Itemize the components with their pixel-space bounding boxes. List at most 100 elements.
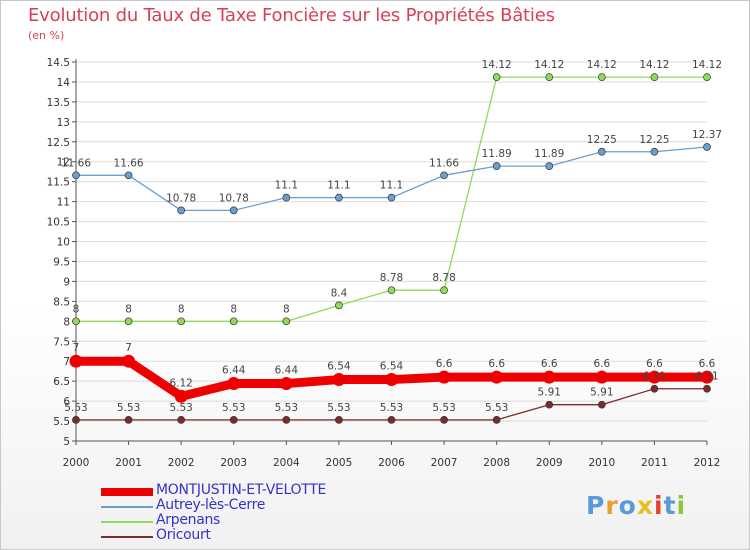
data-label: 7 [125,342,132,354]
data-point [440,416,448,424]
data-label: 6.31 [643,371,666,383]
data-point [597,400,606,409]
logo-letter: x [636,491,654,520]
y-tick-label: 6 [63,396,70,408]
data-label: 6.6 [593,358,610,370]
data-point [492,162,501,170]
data-label: 6.6 [646,358,663,370]
data-point [542,370,556,384]
data-label: 5.53 [169,402,192,414]
legend-swatch [101,506,153,508]
y-tick-label: 8.5 [53,296,70,308]
legend-label: Autrey-lès-Cerre [156,497,266,513]
x-tick-label: 2010 [588,457,615,469]
y-tick-label: 13 [57,117,70,129]
data-label: 7 [73,342,80,354]
y-tick-label: 5.5 [53,416,70,428]
legend-label: MONTJUSTIN-ET-VELOTTE [156,482,327,498]
data-point [177,317,186,326]
data-label: 8 [125,303,132,315]
data-label: 6.6 [699,358,716,370]
data-point [332,373,346,387]
data-point [650,384,659,393]
y-tick-label: 14 [57,77,71,89]
y-tick-label: 8 [63,316,70,328]
x-tick-label: 2011 [641,457,668,469]
data-point [69,354,83,368]
data-point [72,171,80,180]
y-tick-label: 9.5 [53,256,70,268]
data-point [385,373,398,387]
data-point [335,193,343,202]
data-label: 11.1 [275,180,298,192]
data-label: 8.78 [432,272,455,284]
data-label: 12.25 [639,134,669,146]
x-tick-label: 2000 [63,457,90,469]
series-group [69,73,714,424]
data-point [545,73,554,82]
logo-letter: i [676,491,687,520]
data-label: 5.53 [432,402,455,414]
data-point [387,286,396,295]
y-tick-label: 7 [63,356,70,368]
data-point [647,370,661,384]
data-label: 8.78 [380,272,403,284]
data-point [177,206,186,215]
data-point [703,143,711,151]
logo-letter: t [663,491,677,520]
data-point [124,317,133,326]
x-tick-label: 2001 [115,457,142,469]
data-point [545,162,554,170]
data-labels: 5.53 5.53 5.53 5.53 5.53 5.53 5.53 5.53 5.53 5.91… [61,59,722,414]
data-label: 6.54 [327,361,351,373]
x-tick-label: 2009 [536,457,563,469]
data-label: 5.53 [117,402,140,414]
data-label: 14.12 [639,59,669,71]
data-label: 8 [283,303,290,315]
data-point [545,400,554,409]
x-tick-label: 2008 [483,457,510,469]
data-label: 11.89 [534,148,564,160]
y-axis-ticks: 5 5.5 6 6.5 7 7.5 8 8.5 9 9.5 10 10.5 11 11.5 12 12.5 13… [47,57,76,448]
y-tick-label: 7.5 [53,336,70,348]
data-point [282,317,291,326]
data-point [122,354,136,368]
data-point [282,416,291,424]
logo-letter: o [618,491,637,520]
y-tick-label: 6.5 [53,376,70,388]
data-point [124,416,133,424]
data-point [387,416,396,424]
data-label: 5.91 [590,387,613,399]
data-label: 6.6 [488,358,505,370]
data-point [703,73,711,82]
chart-subtitle: (en %) [28,29,65,42]
data-point [124,171,133,180]
x-tick-label: 2007 [431,457,458,469]
data-label: 8 [178,303,185,315]
legend-swatch [101,536,153,538]
data-label: 8 [230,303,237,315]
data-label: 5.53 [380,402,403,414]
data-label: 14.12 [692,59,722,71]
data-point [700,370,714,384]
data-label: 11.66 [61,157,91,169]
data-label: 5.91 [538,387,561,399]
data-label: 11.1 [327,180,350,192]
data-point [650,73,659,82]
data-label: 5.53 [485,402,508,414]
legend-swatch [101,488,153,496]
data-point [492,73,501,82]
data-point [227,377,241,391]
data-point [387,193,396,202]
logo-letter: i [654,491,664,520]
data-label: 6.6 [541,358,558,370]
data-point [229,206,238,215]
data-label: 12.37 [692,129,722,141]
y-tick-label: 10.5 [47,217,70,229]
data-point [177,416,186,424]
chart-title: Evolution du Taux de Taxe Foncière sur l… [28,5,555,26]
data-label: 14.12 [534,59,564,71]
data-point [335,416,343,424]
data-label: 6.54 [380,361,404,373]
data-label: 6.12 [169,377,192,389]
